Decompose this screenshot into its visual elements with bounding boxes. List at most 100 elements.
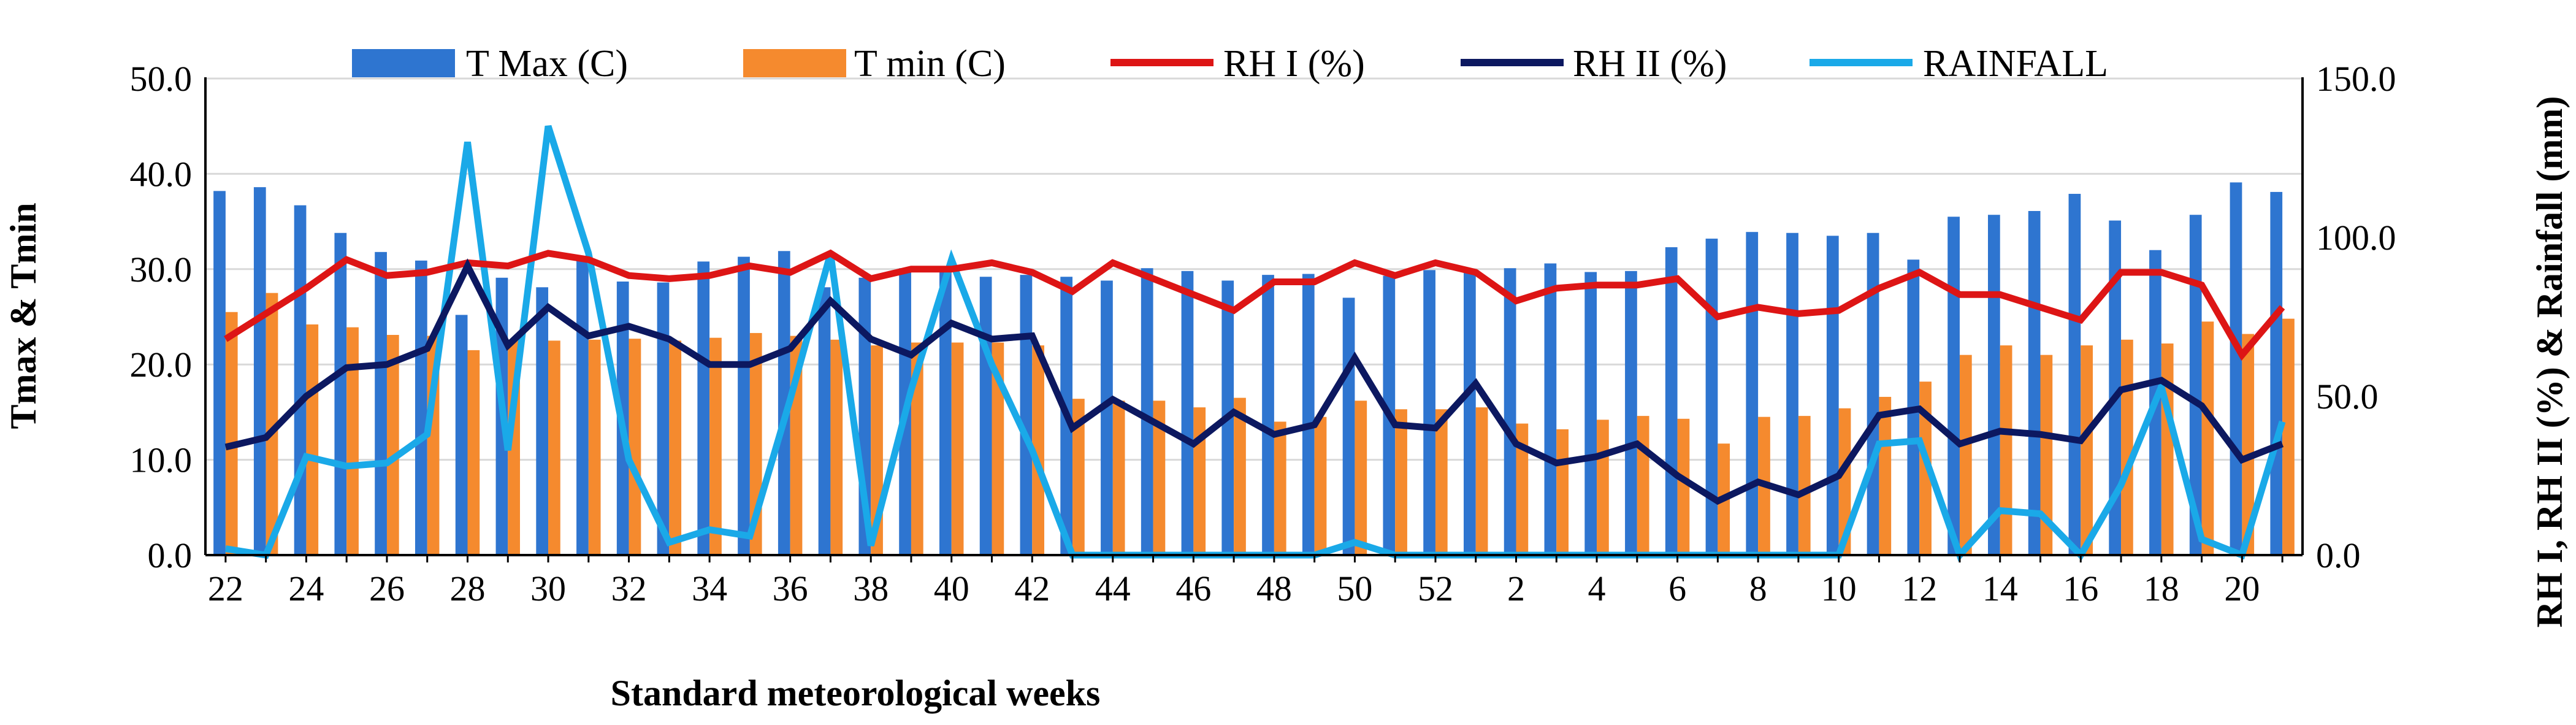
bar-t-max <box>1584 272 1597 555</box>
bar-t-min <box>1395 409 1407 555</box>
bar-t-max <box>1867 232 1879 555</box>
bar-t-min <box>629 339 641 555</box>
x-tick-label: 8 <box>1749 569 1767 608</box>
bar-t-max <box>1342 297 1355 555</box>
x-axis-title: Standard meteorological weeks <box>611 673 1101 713</box>
bar-t-min <box>1597 420 1609 555</box>
bar-t-min <box>467 350 480 555</box>
x-tick-label: 22 <box>208 569 243 608</box>
bar-t-min <box>266 293 278 555</box>
x-tick-label: 40 <box>934 569 969 608</box>
x-tick-label: 4 <box>1588 569 1606 608</box>
bar-t-max <box>1020 275 1033 555</box>
bar-t-max <box>375 251 387 555</box>
left-y-ticks: 0.0 10.0 20.0 30.0 40.0 50.0 <box>130 59 193 575</box>
x-tick-label: 10 <box>1821 569 1857 608</box>
bar-t-min <box>1032 345 1044 555</box>
bar-t-min <box>1637 416 1649 555</box>
x-tick-label: 44 <box>1095 569 1131 608</box>
bar-t-max <box>1181 270 1194 555</box>
left-y-tick-label: 20.0 <box>130 345 193 385</box>
right-y-tick-label: 100.0 <box>2316 218 2396 258</box>
bar-t-min <box>830 339 843 555</box>
bar-t-max <box>2028 211 2041 556</box>
x-tick-label: 42 <box>1014 569 1050 608</box>
left-y-tick-label: 10.0 <box>130 440 193 480</box>
bar-t-min <box>2000 345 2012 555</box>
bar-t-max <box>1705 239 1718 555</box>
bar-t-max <box>2189 215 2202 555</box>
bar-t-max <box>1746 232 1759 556</box>
bar-t-max <box>1101 280 1113 555</box>
bar-t-max <box>1302 274 1315 555</box>
bar-t-min <box>1879 397 1892 555</box>
bar-t-max <box>1826 236 1839 555</box>
bar-t-max <box>1665 247 1678 555</box>
bar-t-min <box>386 335 399 555</box>
bar-t-min <box>1556 429 1569 555</box>
bar-t-min <box>951 342 964 555</box>
bar-t-max <box>1544 263 1557 555</box>
x-tick-label: 6 <box>1668 569 1686 608</box>
x-tick-label: 48 <box>1256 569 1292 608</box>
bar-t-max <box>1988 215 2000 555</box>
bar-t-max <box>294 205 307 555</box>
x-tick-label: 20 <box>2224 569 2260 608</box>
x-tick-label: 12 <box>1901 569 1937 608</box>
bar-t-max <box>818 287 831 555</box>
bar-t-max <box>576 258 589 555</box>
x-tick-label: 34 <box>692 569 727 608</box>
bar-t-max <box>455 315 468 555</box>
bar-t-min <box>548 340 560 555</box>
bar-t-min <box>1112 401 1125 555</box>
bar-t-max <box>1625 270 1637 555</box>
line-rh-1 <box>223 249 2285 361</box>
bar-t-min <box>1677 418 1690 555</box>
bar-t-min <box>911 342 923 555</box>
bar-t-max <box>2230 182 2242 555</box>
bar-t-min <box>1072 399 1085 555</box>
line-rh-2 <box>224 258 2284 505</box>
bar-t-min <box>669 340 682 555</box>
bar-t-max <box>1786 232 1798 555</box>
right-y-tick-label: 0.0 <box>2316 535 2361 575</box>
x-ticks: 22 24 26 28 30 32 34 36 38 40 42 44 46 48 50 52 2 4 6 8 10 12… <box>208 555 2284 608</box>
lines <box>223 125 2286 562</box>
bar-t-max <box>738 256 750 555</box>
bar-t-min <box>2161 343 2174 555</box>
bar-t-min <box>346 327 359 555</box>
bar-t-min <box>992 342 1004 555</box>
bar-t-max <box>536 287 549 555</box>
x-tick-label: 30 <box>530 569 566 608</box>
bar-t-min <box>2040 355 2053 555</box>
bar-t-max <box>2068 194 2081 555</box>
bar-t-max <box>939 270 952 555</box>
x-tick-label: 28 <box>450 569 486 608</box>
bar-t-min <box>1798 416 1811 555</box>
x-tick-label: 38 <box>853 569 889 608</box>
bar-t-max <box>1464 273 1476 555</box>
bar-t-min <box>1959 355 1972 555</box>
right-y-axis-title: RH I, RH II (%) & Rainfall (mm) <box>2529 96 2570 628</box>
legend-label-t-max: T Max (C) <box>466 43 628 85</box>
bar-t-max <box>334 232 347 555</box>
bar-t-min <box>1435 409 1448 555</box>
x-tick-label: 46 <box>1175 569 1211 608</box>
bar-t-min <box>2282 318 2295 555</box>
bar-t-max <box>778 251 790 555</box>
legend-label-t-min: T min (C) <box>854 43 1006 85</box>
bar-t-max <box>1141 268 1153 555</box>
legend-swatch-t-max <box>352 49 455 77</box>
bar-t-max <box>1262 275 1274 555</box>
bar-t-min <box>1234 397 1246 555</box>
left-y-tick-label: 30.0 <box>130 250 193 290</box>
bar-t-max <box>1504 268 1516 555</box>
bar-t-min <box>306 324 319 555</box>
x-tick-label: 32 <box>611 569 647 608</box>
legend-swatch-t-min <box>743 49 846 77</box>
bar-t-min <box>2242 334 2255 555</box>
legend-label-rainfall: RAINFALL <box>1923 43 2108 85</box>
right-y-ticks: 0.0 50.0 100.0 150.0 <box>2316 59 2396 575</box>
x-tick-label: 52 <box>1418 569 1453 608</box>
left-y-axis-title: Tmax & Tmin <box>3 203 44 429</box>
